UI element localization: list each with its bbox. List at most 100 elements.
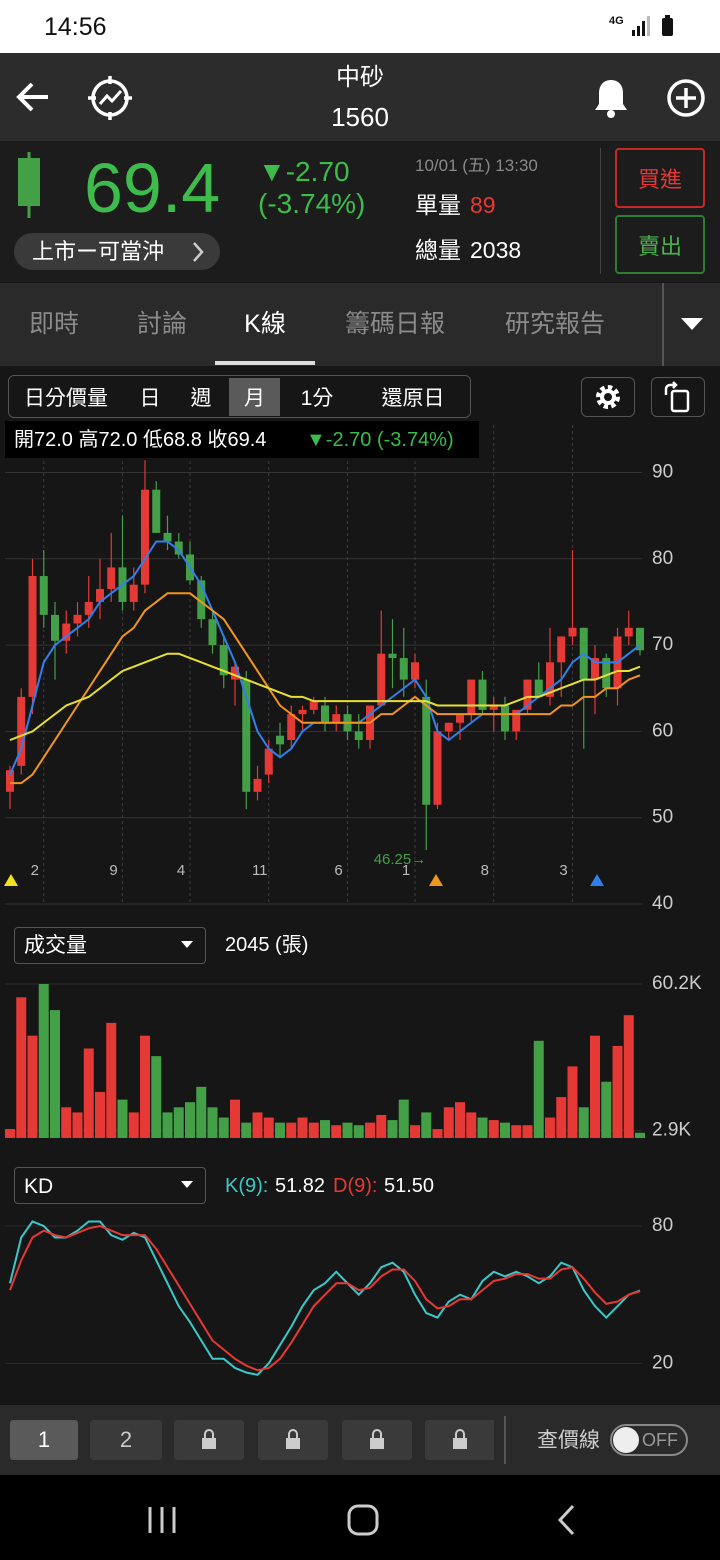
volume-bar — [410, 1125, 420, 1138]
sell-button[interactable]: 賣出 — [615, 215, 705, 274]
nav-bar — [0, 1475, 720, 1560]
volume-bar — [455, 1102, 465, 1138]
chevron — [193, 242, 204, 262]
volume-bar — [511, 1125, 522, 1138]
marker — [590, 874, 604, 886]
tab-menu[interactable] — [680, 316, 704, 332]
candle-body — [129, 584, 138, 602]
y-tick-label: 80 — [652, 548, 673, 569]
ohlc-change: ▼-2.70 (-3.74%) — [306, 429, 454, 451]
candle-body — [354, 731, 363, 741]
toggle-label: OFF — [642, 1430, 678, 1450]
volume-bar — [151, 1056, 162, 1138]
settings-button[interactable] — [581, 377, 635, 417]
candle-body — [174, 541, 183, 555]
candle-body — [17, 696, 26, 766]
divider — [504, 1416, 506, 1464]
x-tick-label: 3 — [559, 862, 567, 879]
clock: 14:56 — [44, 13, 107, 41]
volume-bar — [466, 1112, 477, 1138]
volume-bar — [308, 1122, 319, 1138]
volume-bar — [297, 1117, 308, 1138]
add-button[interactable] — [664, 76, 708, 120]
alert-button[interactable] — [590, 76, 632, 120]
network: 4G — [609, 15, 624, 27]
period-button[interactable]: 還原日 — [381, 387, 445, 410]
nav-buttons[interactable] — [130, 1495, 590, 1545]
ohlc-bar — [5, 421, 479, 458]
tab[interactable]: 研究報告 — [504, 310, 605, 338]
analysis-button[interactable] — [86, 74, 134, 122]
price-line-label: 查價線 — [537, 1429, 600, 1452]
candle-body — [287, 714, 296, 741]
volume-bar — [387, 1120, 398, 1138]
status-bar — [0, 0, 720, 53]
candle-body — [534, 679, 543, 697]
back-button[interactable] — [14, 74, 54, 120]
period-button[interactable]: 週 — [190, 387, 212, 410]
volume-bar — [38, 984, 49, 1138]
rotate-button[interactable] — [651, 377, 705, 417]
locked-pages — [174, 1420, 494, 1460]
period-button[interactable]: 1分 — [300, 387, 334, 410]
candle-body — [264, 748, 273, 775]
candle-body — [321, 705, 329, 723]
legend-label: D(9): — [333, 1175, 378, 1197]
tab[interactable]: 籌碼日報 — [344, 310, 445, 338]
tab[interactable]: 討論 — [136, 310, 187, 338]
candle-body — [388, 653, 397, 659]
current-volume: 2045 (張) — [225, 934, 309, 956]
page-button[interactable]: 2 — [90, 1420, 162, 1460]
candle-body — [28, 576, 37, 697]
candle-body — [591, 658, 599, 680]
tab[interactable]: K線 — [244, 310, 286, 338]
ohlc-text: 開72.0 高72.0 低68.8 收69.4 — [14, 429, 267, 451]
volume-bar — [218, 1117, 229, 1138]
volume-bar — [601, 1081, 612, 1138]
candle-body — [51, 614, 59, 641]
status-icons — [632, 15, 673, 36]
volume-bar — [95, 1091, 105, 1138]
candle-body — [546, 662, 554, 697]
total-volume-label: 總量 — [415, 237, 461, 263]
market-badge-text: 上市ー可當沖 — [32, 239, 165, 264]
candle-body — [512, 709, 521, 732]
volume-bar — [376, 1114, 387, 1138]
toggle[interactable] — [610, 1424, 688, 1456]
y-tick-label: 60 — [652, 720, 673, 741]
volume-bar — [567, 1066, 578, 1138]
volume-bar — [320, 1120, 330, 1138]
y-tick-label: 60.2K — [652, 973, 702, 994]
volume-bar — [230, 1099, 240, 1138]
volume-bar — [50, 1010, 60, 1138]
tab-bar — [0, 283, 720, 366]
candle-body — [107, 567, 116, 589]
market-badge[interactable] — [14, 233, 220, 270]
indicator-select[interactable] — [14, 1167, 206, 1204]
volume-bar — [421, 1112, 432, 1138]
toggle-knob — [613, 1427, 639, 1453]
indicator-select[interactable] — [14, 927, 206, 964]
candle-body — [467, 679, 476, 715]
period-button[interactable]: 日分價量 — [24, 387, 108, 410]
page-button[interactable]: 1 — [10, 1420, 78, 1460]
legend-value: 51.82 — [275, 1175, 326, 1197]
divider — [600, 148, 601, 274]
candle-body — [411, 662, 419, 680]
period-button[interactable]: 月 — [229, 378, 280, 416]
volume-bar — [173, 1107, 184, 1138]
volume-bar — [556, 1097, 567, 1138]
period-button[interactable]: 日 — [139, 387, 161, 410]
buy-button[interactable]: 買進 — [615, 148, 705, 208]
candle-body — [6, 770, 14, 792]
tab[interactable]: 即時 — [28, 310, 79, 338]
volume-bar — [196, 1086, 207, 1138]
volume-bar — [162, 1112, 173, 1138]
volume-bar — [612, 1045, 623, 1138]
y-tick-label: 2.9K — [652, 1120, 691, 1141]
candle-body — [501, 705, 509, 732]
candle-icon — [18, 152, 40, 218]
candle-body — [422, 696, 431, 805]
marker — [429, 874, 443, 886]
